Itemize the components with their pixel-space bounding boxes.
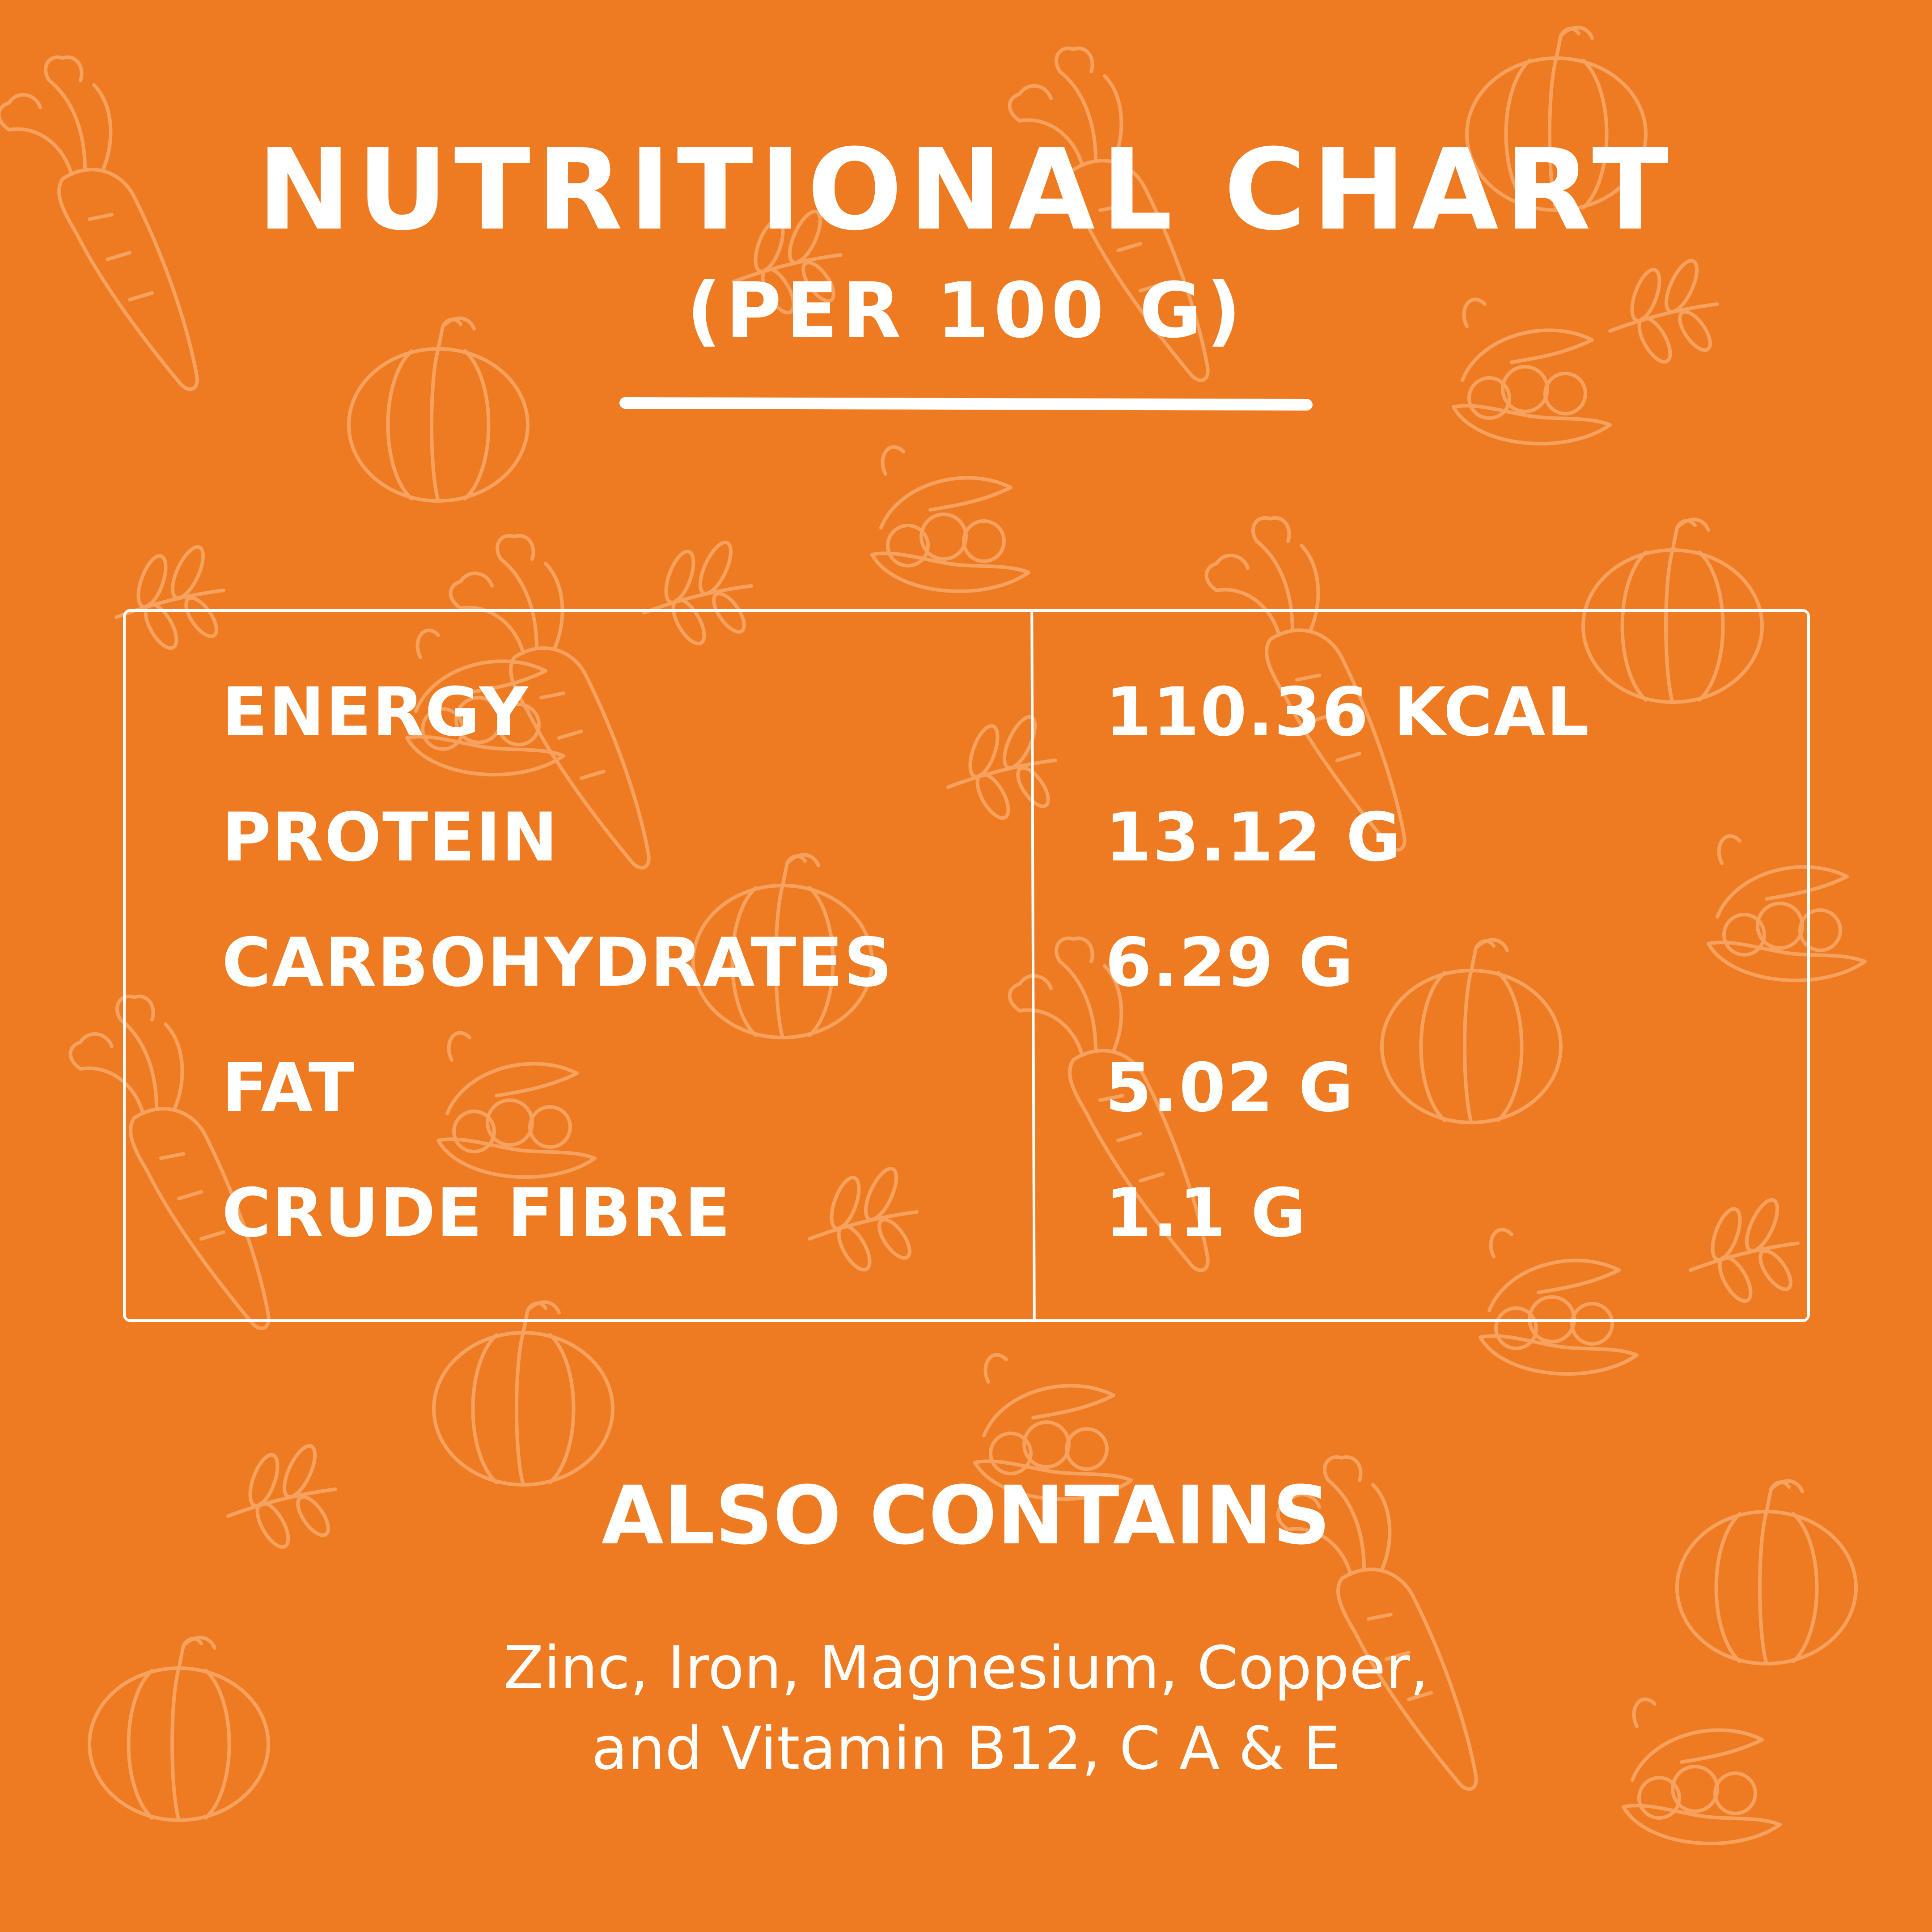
table-row: CARBOHYDRATES 6.29 G [126, 929, 1807, 1055]
nutrient-label: FAT [222, 1049, 356, 1127]
nutrient-label: PROTEIN [222, 799, 559, 877]
table-row: FAT 5.02 G [126, 1055, 1807, 1180]
nutrient-label: CRUDE FIBRE [222, 1174, 732, 1252]
nutrient-label: ENERGY [222, 674, 529, 751]
also-contains-line-1: Zinc, Iron, Magnesium, Copper, [503, 1634, 1429, 1703]
nutrient-value: 6.29 G [1105, 924, 1355, 1002]
nutrient-value: 13.12 G [1105, 799, 1402, 877]
nutrient-value: 5.02 G [1105, 1049, 1355, 1127]
also-contains-line-2: and Vitamin B12, C A & E [591, 1714, 1341, 1783]
page-title: NUTRITIONAL CHART [257, 125, 1675, 255]
table-row: CRUDE FIBRE 1.1 G [126, 1180, 1807, 1305]
title-underline [619, 397, 1313, 411]
also-contains-text: Zinc, Iron, Magnesium, Copper, and Vitam… [0, 1628, 1932, 1789]
nutrient-value: 110.36 KCAL [1105, 674, 1590, 751]
also-contains-heading: ALSO CONTAINS [601, 1469, 1331, 1563]
page-subtitle: (PER 100 G) [686, 267, 1246, 355]
table-row: ENERGY 110.36 KCAL [126, 679, 1807, 804]
nutrient-value: 1.1 G [1105, 1174, 1307, 1252]
nutrient-label: CARBOHYDRATES [222, 924, 893, 1002]
nutrition-table: ENERGY 110.36 KCAL PROTEIN 13.12 G CARBO… [123, 609, 1810, 1322]
table-row: PROTEIN 13.12 G [126, 804, 1807, 929]
